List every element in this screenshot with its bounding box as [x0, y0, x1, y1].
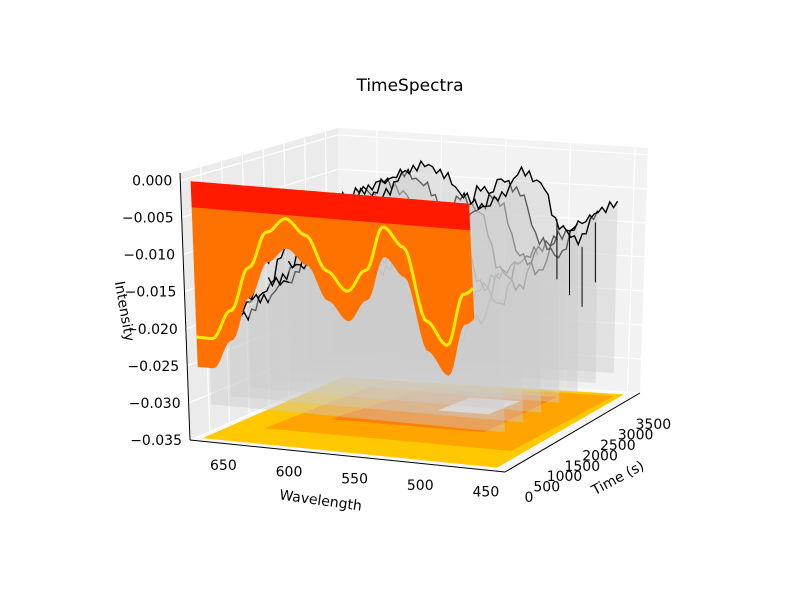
y-tick-label: 2000	[582, 448, 618, 464]
y-tick-label: 1500	[564, 459, 600, 475]
front-surface	[190, 181, 475, 376]
z-tick-label: −0.015	[125, 285, 177, 301]
gridline-z-back	[338, 168, 647, 190]
floor-contour-gap	[437, 397, 521, 415]
x-tick-label: 500	[407, 478, 434, 494]
z-axis-line	[179, 172, 191, 441]
y-tick-label: 3000	[618, 428, 654, 444]
chart-title: TimeSpectra	[355, 76, 463, 96]
front-surface-top-band	[190, 181, 471, 231]
x-tick-label: 600	[276, 465, 303, 481]
z-tick-label: −0.030	[129, 396, 181, 412]
y-tick-label: 1000	[547, 469, 583, 485]
z-tick-label: −0.025	[127, 359, 179, 375]
z-tick-label: −0.020	[126, 322, 178, 338]
z-tick-label: 0.000	[132, 173, 172, 189]
x-axis-line	[189, 439, 506, 473]
gridline-z-back	[339, 340, 642, 360]
x-tick-label: 650	[210, 458, 237, 474]
y-axis-line	[504, 392, 641, 473]
tick-labels: 650 600 550 500 450 0500100015002000250030003…	[122, 173, 671, 506]
gridline-z-back	[339, 374, 641, 394]
y-tick-label: 500	[533, 480, 560, 496]
front-surface-fill	[190, 181, 475, 376]
gridline-z-back	[338, 134, 648, 156]
y-tick-label: 0	[525, 490, 534, 506]
front-surface-highlight	[196, 217, 475, 348]
z-tick-label: −0.035	[130, 433, 182, 449]
y-tick-label: 2500	[600, 438, 636, 454]
gridline-z-back	[339, 271, 644, 292]
gridline-z-left	[189, 374, 341, 441]
y-tick-label: 3500	[636, 417, 672, 433]
back-pane	[338, 128, 648, 393]
wire-fill-t400	[208, 211, 505, 433]
x-axis-label: Wavelength	[278, 487, 362, 514]
gridline-z-left	[180, 134, 339, 181]
gridline-z-left	[188, 340, 340, 404]
axis-lines	[179, 172, 641, 473]
z-tick-label: −0.010	[123, 248, 175, 264]
x-tick-label: 450	[473, 485, 500, 501]
x-tick-label: 550	[341, 471, 368, 487]
floor-contour	[202, 377, 624, 468]
z-tick-label: −0.005	[122, 211, 174, 227]
gridline-z-back	[339, 305, 643, 326]
